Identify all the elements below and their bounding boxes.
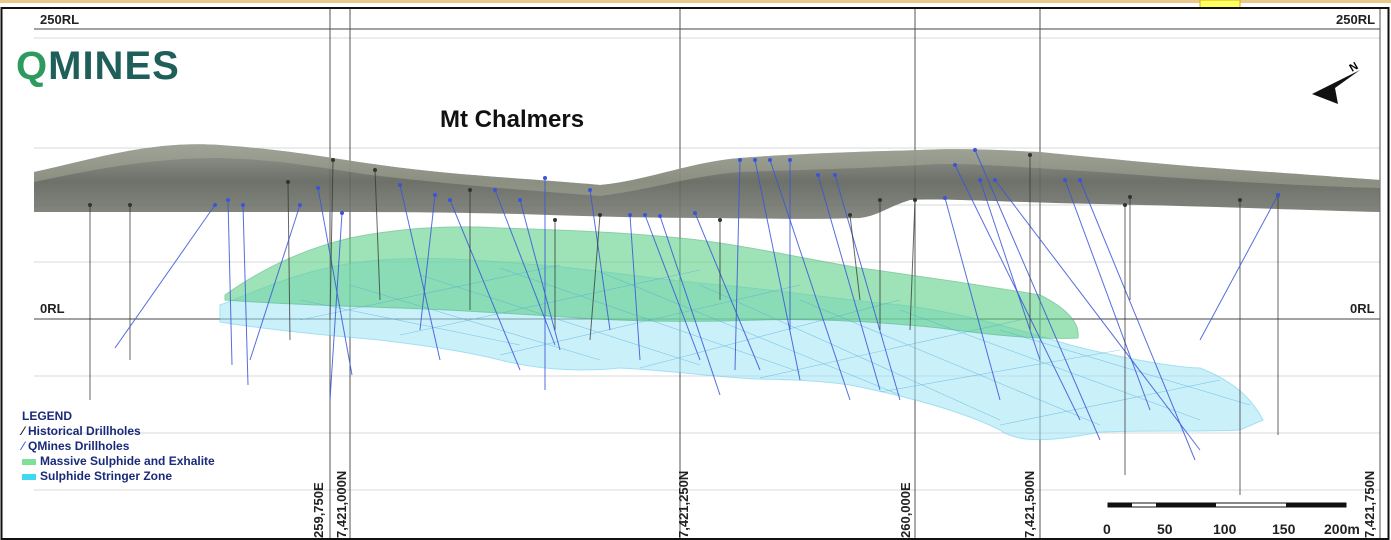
drillhole-collar [543, 176, 547, 180]
drillhole-collar [953, 163, 957, 167]
scale-bar: 0 50 100 150 200m [1103, 503, 1360, 537]
drillhole-collar [768, 158, 772, 162]
level-label-top-right: 250RL [1336, 12, 1375, 27]
grid-label-7421250n: 7,421,250N [676, 471, 691, 538]
drillhole-collar [128, 203, 132, 207]
north-arrow-icon: N [1312, 60, 1360, 104]
legend-item-historical: ⁄ Historical Drillholes [22, 424, 215, 439]
scale-tick-100: 100 [1213, 521, 1237, 537]
drillhole-collar [993, 178, 997, 182]
drillhole-collar [433, 193, 437, 197]
drillhole-collar [468, 188, 472, 192]
scale-tick-0: 0 [1103, 521, 1111, 537]
drillhole-collar [643, 213, 647, 217]
legend-title: LEGEND [22, 409, 215, 424]
top-border-strip [0, 0, 1391, 3]
drillhole-collar [1028, 153, 1032, 157]
legend: LEGEND ⁄ Historical Drillholes ⁄ QMines … [22, 409, 215, 484]
drillhole-collar [286, 180, 290, 184]
level-label-top-left: 250RL [40, 12, 79, 27]
drillhole-collar [1123, 203, 1127, 207]
grid-label-7421000n: 7,421,000N [334, 471, 349, 538]
drillhole-collar [973, 148, 977, 152]
drillhole-collar [1128, 195, 1132, 199]
drillhole-collar [718, 218, 722, 222]
legend-item-qmines: ⁄ QMines Drillholes [22, 439, 215, 454]
massive-sulphide-swatch [22, 459, 36, 465]
drillhole-collar [398, 183, 402, 187]
drillhole-collar [693, 211, 697, 215]
drillhole-collar [518, 198, 522, 202]
drillhole-collar [588, 188, 592, 192]
drillhole-collar [658, 214, 662, 218]
drillhole-collar [878, 198, 882, 202]
drillhole-collar [331, 158, 335, 162]
grid-label-259750e: 259,750E [311, 482, 326, 538]
qmines-drillhole-icon: ⁄ [22, 439, 24, 454]
drillhole-collar [628, 213, 632, 217]
drillhole-collar [213, 203, 217, 207]
drillhole-collar [833, 173, 837, 177]
drillhole-collar [553, 218, 557, 222]
drillhole-collar [241, 203, 245, 207]
scale-tick-200m: 200m [1324, 521, 1360, 537]
drillhole-collar [316, 186, 320, 190]
level-label-mid-right: 0RL [1350, 301, 1375, 316]
grid-label-7421750n: 7,421,750N [1362, 471, 1377, 538]
drillhole-collar [448, 198, 452, 202]
legend-item-massive-sulphide: Massive Sulphide and Exhalite [22, 454, 215, 469]
drillhole-collar [738, 158, 742, 162]
qmines-drillhole [228, 200, 232, 365]
qmines-drillhole [1200, 195, 1278, 340]
drillhole-collar [978, 178, 982, 182]
qmines-logo: QMINES [16, 44, 180, 89]
drillhole-collar [1078, 178, 1082, 182]
drillhole-collar [753, 158, 757, 162]
diagram-title: Mt Chalmers [440, 106, 584, 134]
grid-label-260000e: 260,000E [898, 482, 913, 538]
drillhole-collar [1276, 193, 1280, 197]
legend-item-stringer-zone: Sulphide Stringer Zone [22, 469, 215, 484]
drillhole-collar [598, 213, 602, 217]
level-label-mid-left: 0RL [40, 301, 65, 316]
highlight-box [1200, 0, 1240, 8]
drillhole-collar [943, 196, 947, 200]
drillhole-collar [788, 158, 792, 162]
drillhole-collar [88, 203, 92, 207]
drillhole-collar [848, 213, 852, 217]
drillhole-collar [493, 188, 497, 192]
grid-label-7421500n: 7,421,500N [1022, 471, 1037, 538]
historical-drillhole-icon: ⁄ [22, 424, 24, 439]
stringer-zone-swatch [22, 474, 36, 480]
drillhole-collar [1063, 178, 1067, 182]
drillhole-collar [226, 198, 230, 202]
scale-tick-150: 150 [1272, 521, 1296, 537]
drillhole-collar [373, 168, 377, 172]
drillhole-collar [913, 198, 917, 202]
drillhole-collar [340, 211, 344, 215]
drillhole-collar [816, 173, 820, 177]
drillhole-collar [1238, 198, 1242, 202]
scale-tick-50: 50 [1157, 521, 1173, 537]
svg-text:N: N [1348, 60, 1361, 74]
drillhole-collar [298, 203, 302, 207]
